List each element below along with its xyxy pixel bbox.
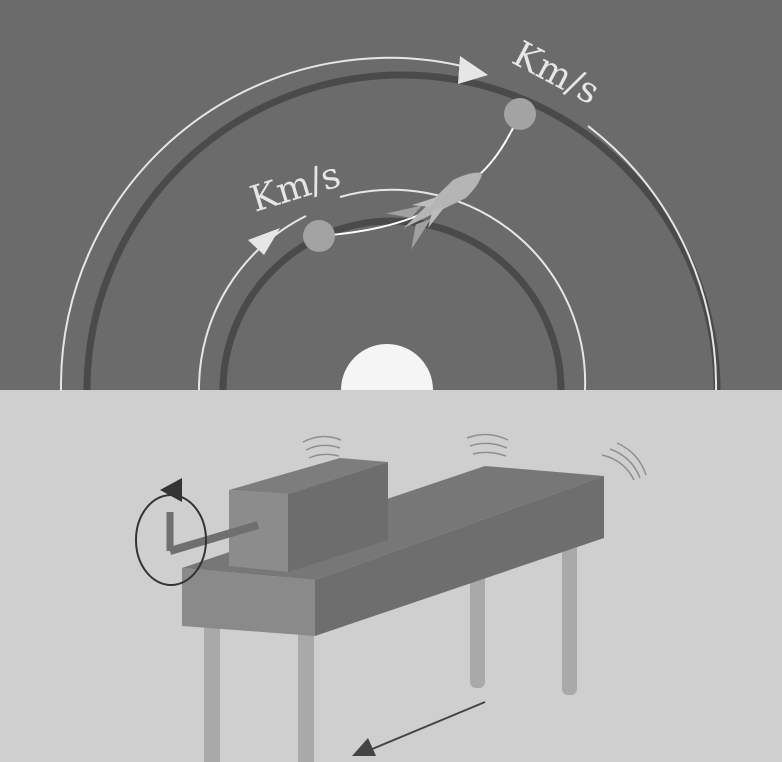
inner-satellite (303, 220, 335, 252)
crank-shaft (168, 521, 260, 555)
inner-direction-arrow-icon (248, 228, 280, 255)
inner-motion-arc-right (339, 188, 587, 391)
table-leg-front-left (204, 600, 220, 762)
table-front-face (182, 568, 315, 636)
direction-line (364, 701, 486, 753)
direction-arrow-icon (352, 738, 376, 756)
vibration-wave-icon-right (601, 442, 647, 481)
table-side-face (315, 476, 604, 636)
outer-satellite (504, 98, 536, 130)
box-front-face (229, 490, 288, 572)
table-leg-front-right (298, 605, 314, 762)
table-leg-back-left (470, 560, 485, 688)
outer-motion-arc-right (587, 125, 718, 391)
inner-orbit (219, 217, 565, 391)
outer-motion-arc (59, 56, 471, 391)
vibration-wave-icon-middle (466, 433, 509, 457)
box-side-face (288, 462, 388, 572)
table-leg-back-right (562, 535, 577, 695)
outer-orbit (83, 71, 721, 391)
planet (341, 344, 433, 390)
outer-direction-arrow-icon (458, 56, 488, 84)
box-top (229, 458, 388, 494)
vibration-wave-icon (302, 435, 342, 459)
rotation-arrowhead-icon (160, 478, 182, 502)
inner-motion-arc (197, 215, 307, 391)
